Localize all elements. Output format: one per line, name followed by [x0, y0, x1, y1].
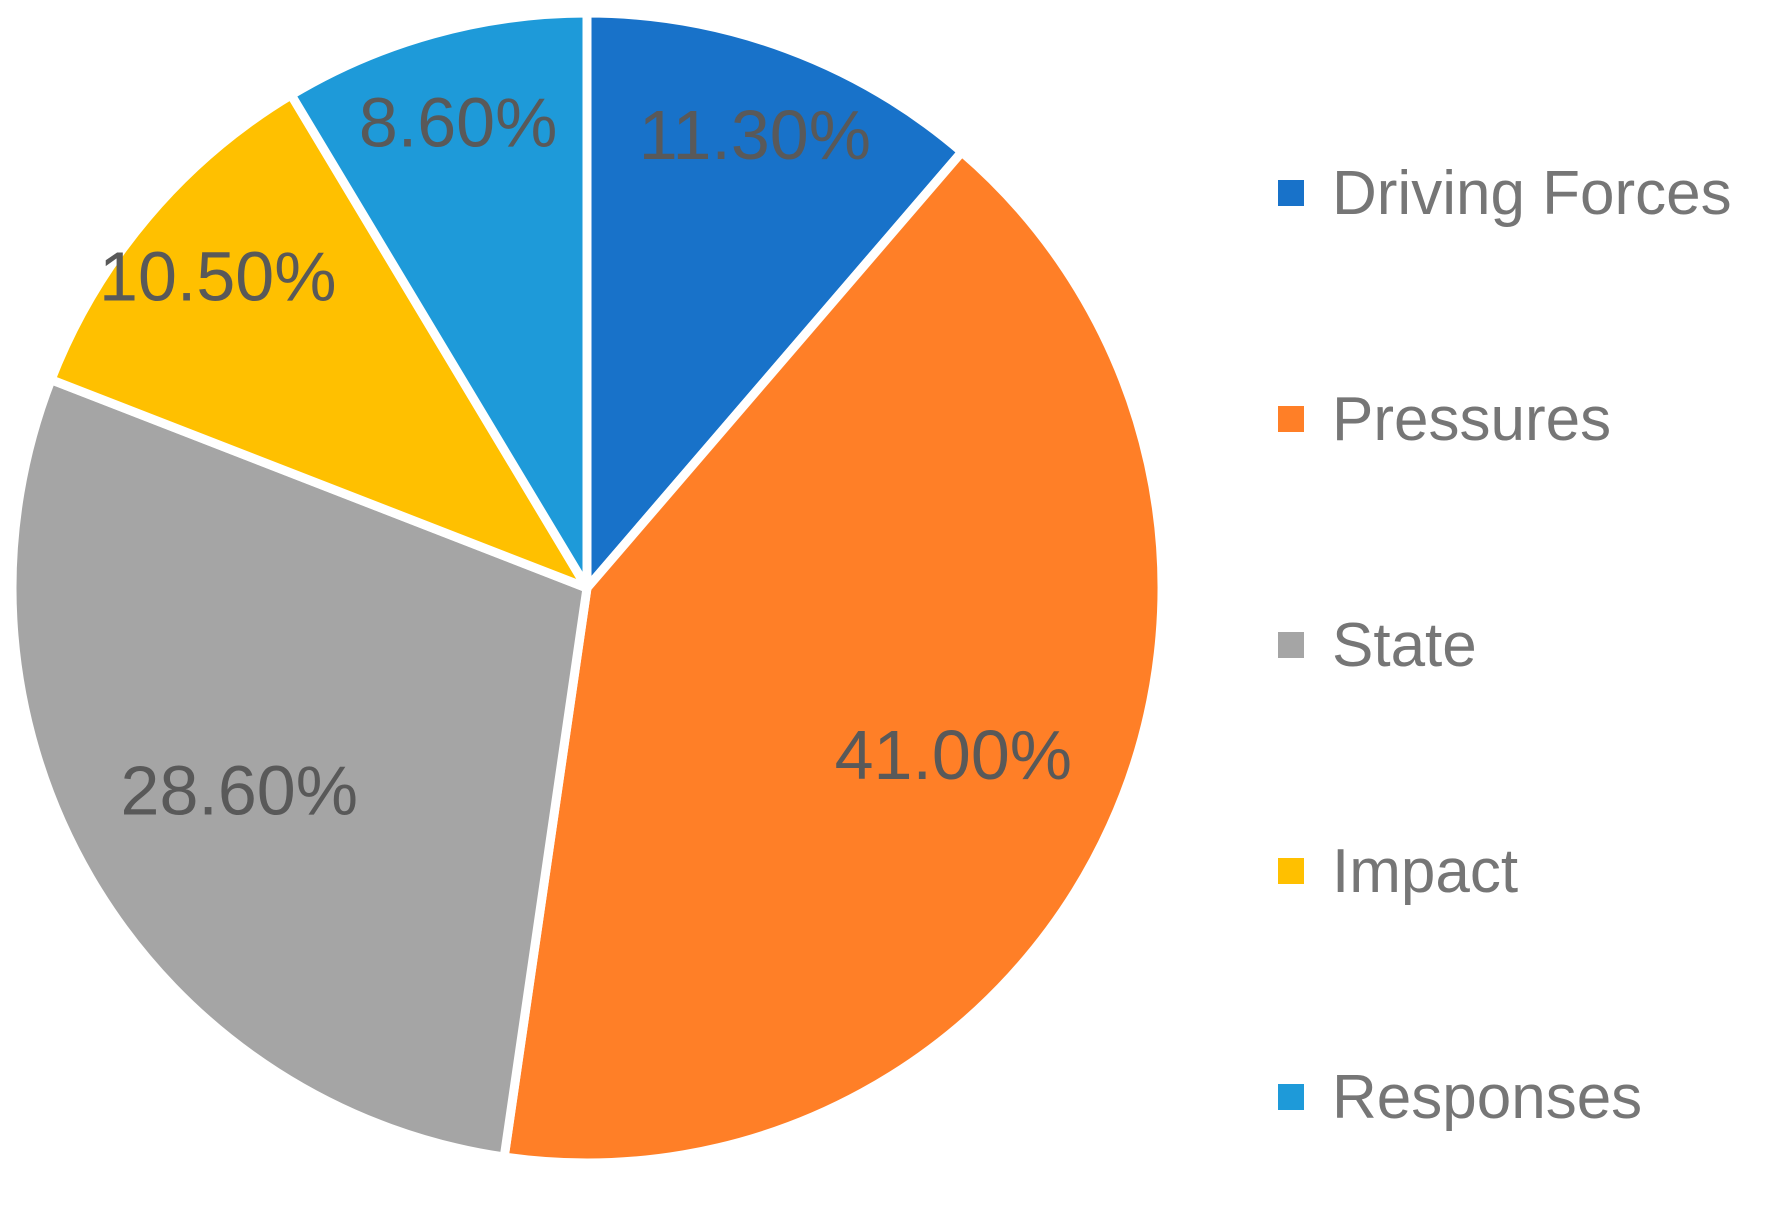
legend-label-state: State	[1332, 610, 1477, 680]
legend-label-impact: Impact	[1332, 836, 1519, 906]
data-label-responses: 8.60%	[359, 84, 557, 162]
data-label-state: 28.60%	[121, 752, 358, 830]
legend-swatch-driving-forces	[1278, 180, 1304, 206]
pie-slice-pressures	[499, 147, 1167, 1168]
pie-slices	[7, 8, 1167, 1168]
chart-legend: Driving Forces Pressures State Impact Respon…	[1278, 80, 1732, 1210]
legend-swatch-responses	[1278, 1084, 1304, 1110]
legend-item-pressures: Pressures	[1278, 306, 1732, 532]
legend-item-driving-forces: Driving Forces	[1278, 80, 1732, 306]
legend-swatch-pressures	[1278, 406, 1304, 432]
legend-label-driving-forces: Driving Forces	[1332, 158, 1732, 228]
legend-item-impact: Impact	[1278, 758, 1732, 984]
pie-slice-state	[7, 375, 592, 1162]
legend-label-responses: Responses	[1332, 1062, 1643, 1132]
data-label-pressures: 41.00%	[835, 716, 1072, 794]
pie-chart: 11.30% 41.00% 28.60% 10.50% 8.60%	[7, 8, 1167, 1168]
data-label-impact: 10.50%	[99, 238, 336, 316]
legend-swatch-impact	[1278, 858, 1304, 884]
legend-swatch-state	[1278, 632, 1304, 658]
legend-item-state: State	[1278, 532, 1732, 758]
legend-label-pressures: Pressures	[1332, 384, 1612, 454]
legend-item-responses: Responses	[1278, 984, 1732, 1210]
pie-slice-responses	[286, 8, 592, 593]
pie-slice-impact	[46, 90, 592, 593]
pie-slice-driving-forces	[582, 8, 967, 593]
data-label-driving-forces: 11.30%	[639, 96, 871, 174]
pie-data-labels: 11.30% 41.00% 28.60% 10.50% 8.60%	[99, 84, 1072, 830]
